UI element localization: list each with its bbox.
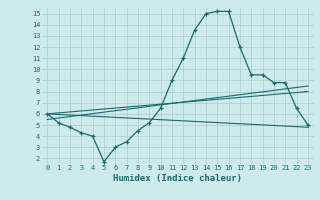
X-axis label: Humidex (Indice chaleur): Humidex (Indice chaleur) — [113, 174, 242, 183]
